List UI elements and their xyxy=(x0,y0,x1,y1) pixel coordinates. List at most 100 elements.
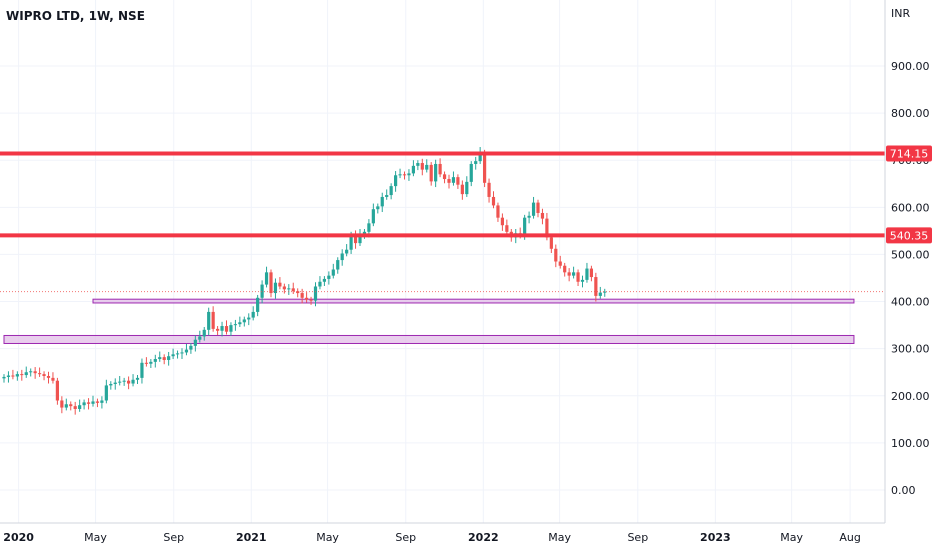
candle-body xyxy=(474,161,478,164)
candle-body xyxy=(60,400,64,408)
candle-body xyxy=(233,324,237,326)
candle-body xyxy=(300,293,304,298)
candle-body xyxy=(86,402,91,404)
time-axis[interactable]: 2020 May Sep 2021 May Sep 2022 May Sep 2023 May Aug xyxy=(3,531,861,544)
candle-body xyxy=(594,277,598,296)
candle-body xyxy=(496,205,500,218)
candle-body xyxy=(545,218,549,238)
price-axis[interactable]: 900.00800.00700.00600.00500.00400.00300.… xyxy=(891,60,930,497)
candle-body xyxy=(95,401,100,403)
candle-body xyxy=(500,217,504,226)
candle-body xyxy=(358,234,362,244)
time-axis-tick-label: Sep xyxy=(395,531,416,544)
support-zone xyxy=(3,334,855,344)
candle-body xyxy=(572,272,576,276)
support-zones xyxy=(3,298,855,344)
candle-body xyxy=(429,164,433,182)
time-axis-tick-label: 2023 xyxy=(700,531,731,544)
candle-body xyxy=(589,268,593,278)
candle-body xyxy=(78,405,82,409)
candle-body xyxy=(362,231,367,235)
candle-body xyxy=(153,359,157,362)
candle-body xyxy=(273,282,278,294)
candle-body xyxy=(425,164,429,170)
candle-body xyxy=(451,177,456,183)
candle-body xyxy=(309,299,313,301)
candle-body xyxy=(478,152,482,162)
candle-body xyxy=(438,163,442,175)
candle-body xyxy=(549,237,553,249)
candle-body xyxy=(416,163,420,166)
candle-body xyxy=(491,196,496,206)
candle-body xyxy=(345,249,349,254)
candle-body xyxy=(24,372,28,376)
candle-body xyxy=(91,401,95,404)
candle-body xyxy=(113,382,117,385)
candle-body xyxy=(313,286,318,301)
candle-body xyxy=(402,174,407,176)
candle-body xyxy=(380,196,384,207)
candle-body xyxy=(33,371,37,374)
candle-body xyxy=(389,186,393,196)
candle-body xyxy=(198,336,202,340)
candle-body xyxy=(282,286,286,290)
candle-body xyxy=(322,278,326,282)
time-axis-tick-label: 2022 xyxy=(468,531,499,544)
candle-body xyxy=(523,217,527,236)
candle-body xyxy=(398,174,402,176)
candle-body xyxy=(180,352,184,354)
price-axis-tick-label: 0.00 xyxy=(891,484,916,497)
price-axis-tick-label: 800.00 xyxy=(891,107,930,120)
horizontal-levels xyxy=(0,151,885,293)
time-axis-tick-label: Aug xyxy=(839,531,860,544)
candle-body xyxy=(224,326,229,332)
candle-body xyxy=(104,385,108,401)
time-axis-tick-label: May xyxy=(780,531,803,544)
candle-body xyxy=(563,265,567,273)
candlestick-series xyxy=(2,147,607,415)
candle-body xyxy=(465,181,469,195)
candle-body xyxy=(487,182,491,197)
price-axis-tick-label: 600.00 xyxy=(891,201,930,214)
candle-body xyxy=(442,174,447,180)
candle-body xyxy=(158,357,162,360)
candle-body xyxy=(371,209,375,224)
candle-body xyxy=(353,234,358,244)
candle-body xyxy=(469,163,473,182)
candle-body xyxy=(6,375,11,377)
candle-body xyxy=(149,361,153,364)
candle-body xyxy=(193,339,197,346)
candle-body xyxy=(100,400,104,403)
candle-body xyxy=(336,260,340,270)
candle-body xyxy=(38,373,42,375)
candle-body xyxy=(109,384,113,386)
chart-title: WIPRO LTD, 1W, NSE xyxy=(6,9,145,23)
candle-body xyxy=(576,272,580,282)
candle-body xyxy=(580,279,585,282)
candle-body xyxy=(554,248,558,262)
candle-body xyxy=(82,402,86,406)
candle-body xyxy=(376,206,380,210)
candle-body xyxy=(567,272,571,276)
candle-body xyxy=(305,297,309,300)
candle-body xyxy=(229,325,233,332)
time-axis-tick-label: Sep xyxy=(627,531,648,544)
candle-body xyxy=(540,212,545,219)
candle-body xyxy=(207,311,211,330)
candle-body xyxy=(167,356,171,360)
candle-body xyxy=(184,349,189,353)
candle-body xyxy=(536,202,540,213)
candle-body xyxy=(118,381,122,383)
candle-body xyxy=(331,269,335,276)
time-axis-tick-label: May xyxy=(548,531,571,544)
candle-body xyxy=(242,319,246,323)
candle-body xyxy=(264,272,269,285)
candle-body xyxy=(211,311,215,329)
time-axis-tick-label: Sep xyxy=(163,531,184,544)
candle-body xyxy=(349,234,353,250)
candle-body xyxy=(434,163,438,182)
candle-body xyxy=(411,165,415,174)
candle-body xyxy=(260,284,264,298)
